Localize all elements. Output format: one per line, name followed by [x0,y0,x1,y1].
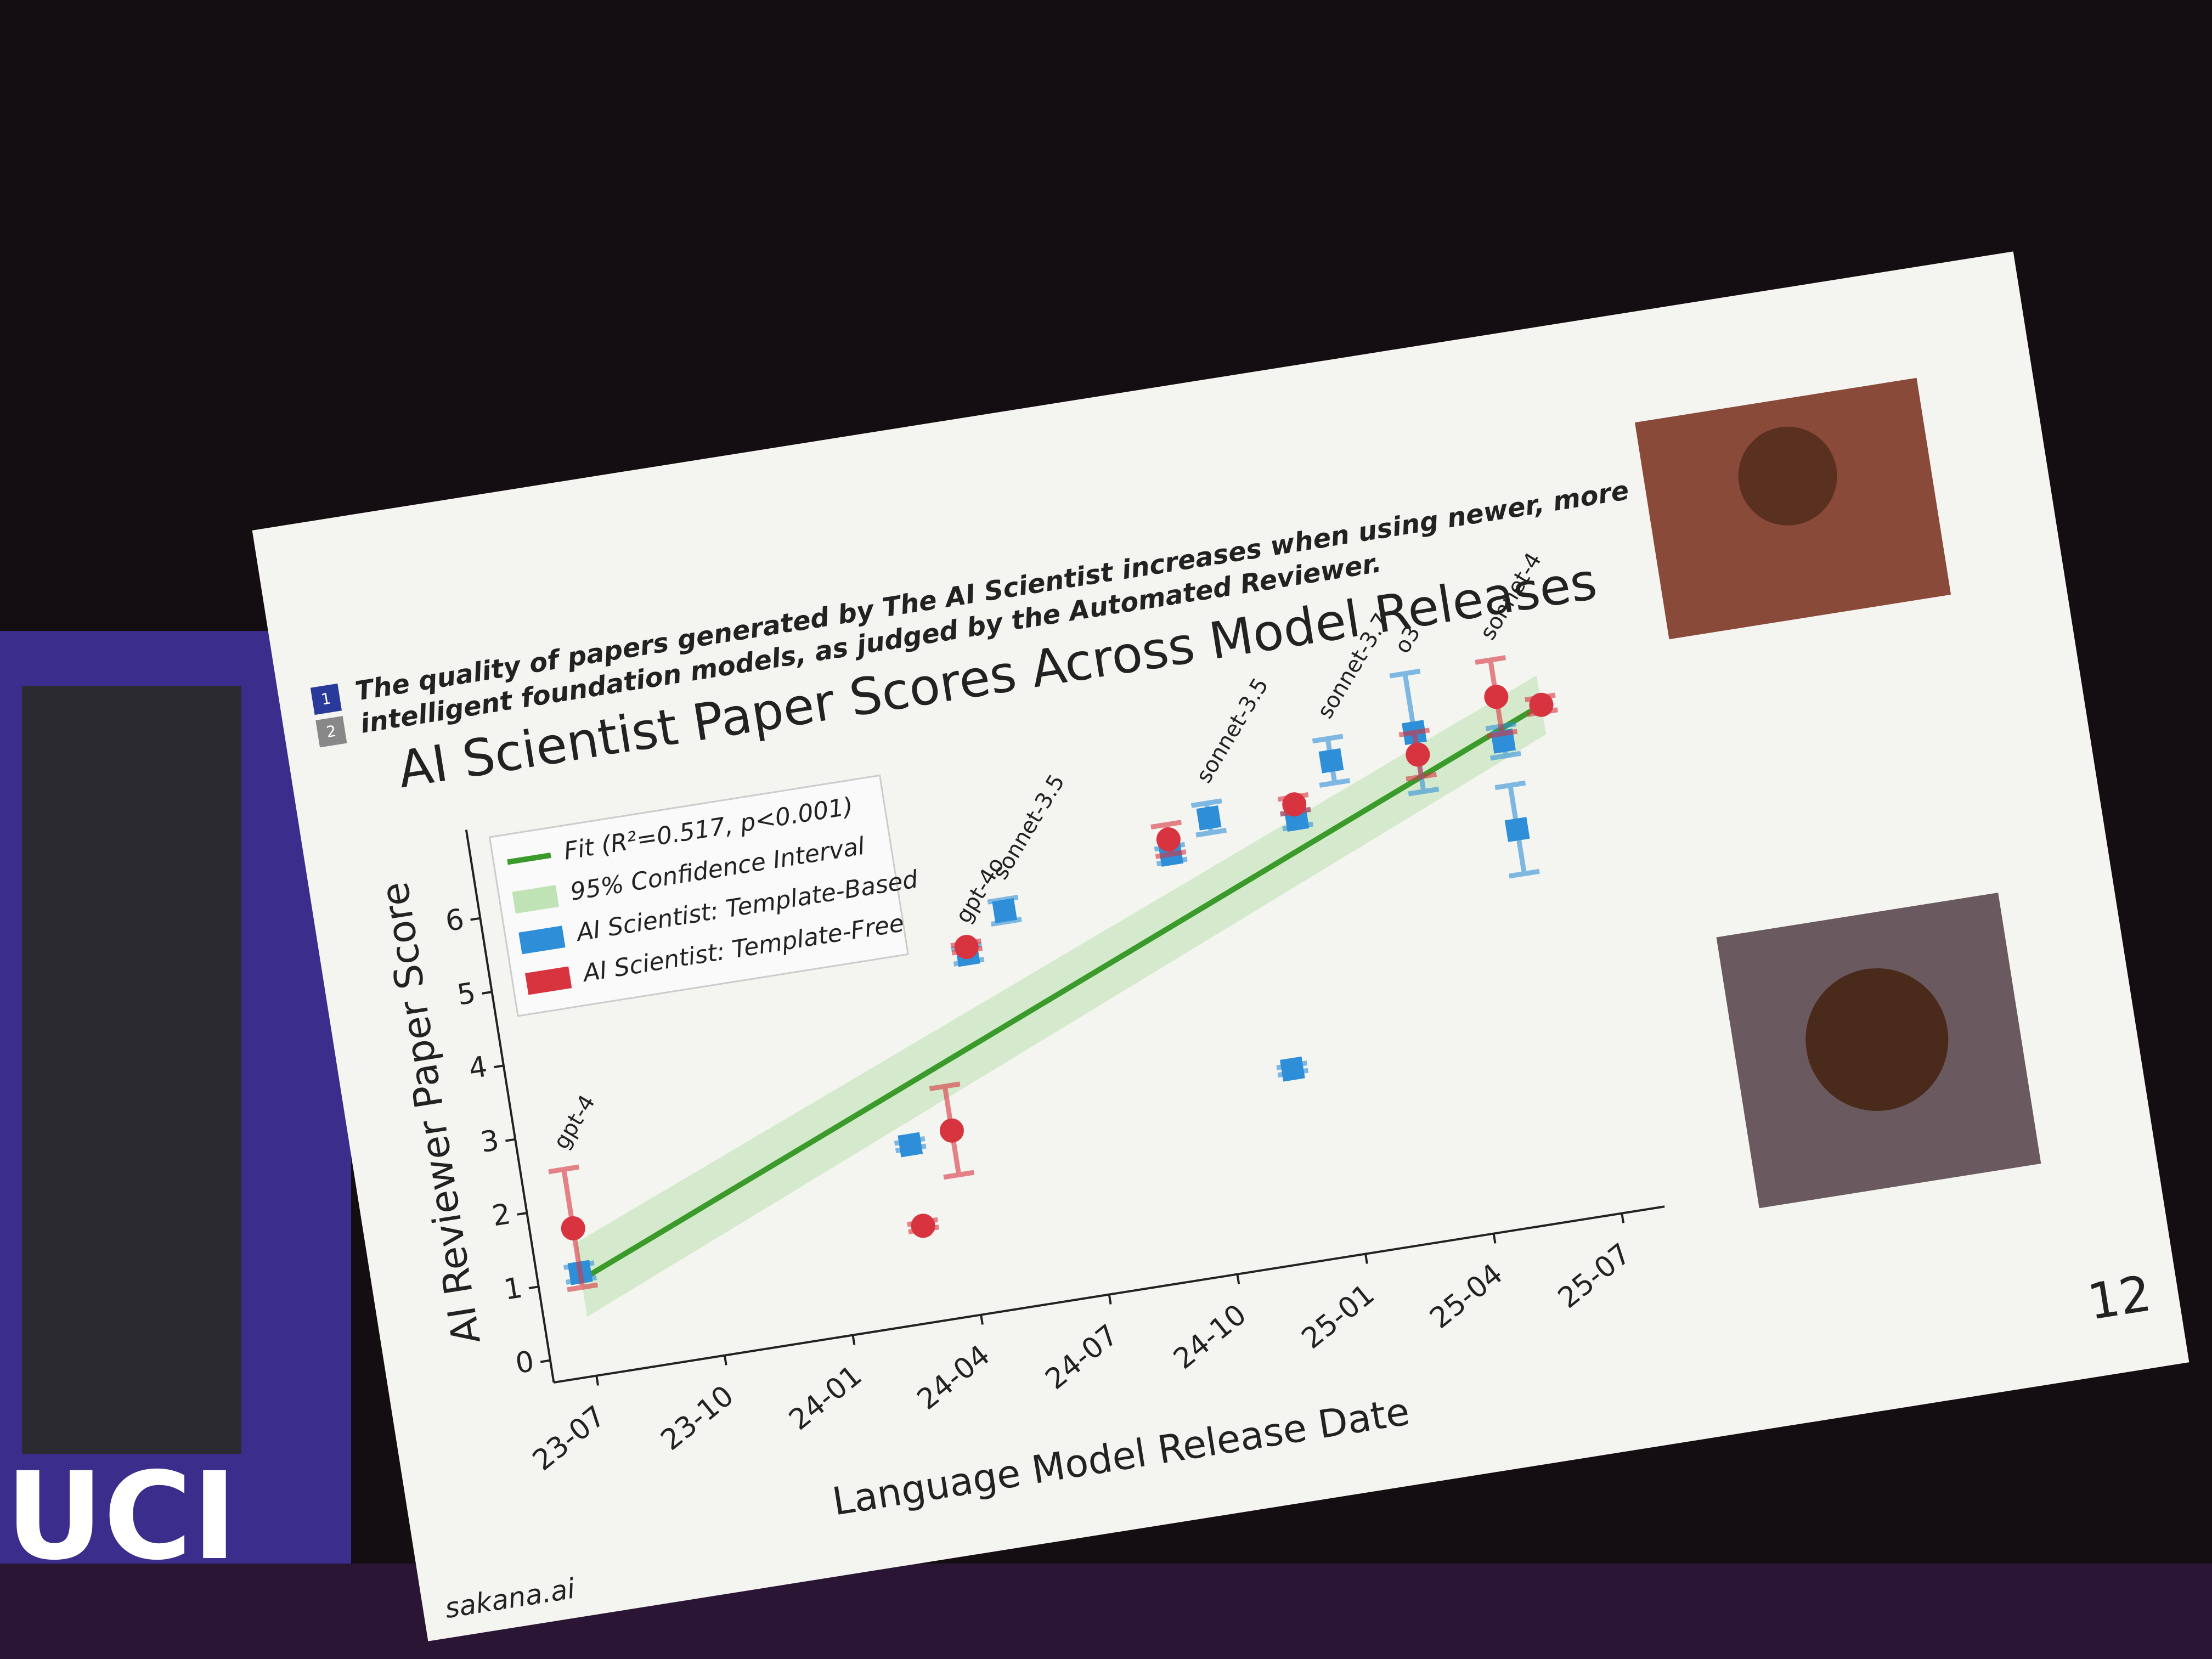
marker [1504,817,1530,842]
confidence-band [575,675,1546,1317]
y-tick [517,1212,527,1216]
x-tick [1492,1233,1497,1244]
y-tick [528,1285,539,1290]
y-tick [470,917,481,921]
marker [1318,748,1344,774]
nav-label: 2 [325,722,337,741]
marker [1196,805,1222,831]
nav-label: 1 [320,689,332,708]
x-tick [1108,1294,1112,1305]
y-tick [482,991,492,995]
marker [911,1214,935,1238]
marker [1279,1056,1305,1082]
marker [1282,792,1307,817]
nav-box [315,716,347,748]
x-tick [851,1335,856,1345]
page-number: 12 [2084,1265,2155,1331]
marker [1156,827,1181,852]
marker [898,1132,923,1158]
x-tick [595,1375,600,1386]
marker [561,1216,585,1240]
nav-box [310,683,342,715]
marker [939,1118,964,1143]
marker [1484,685,1509,709]
stage [0,1564,2212,1659]
x-tick [980,1314,984,1325]
fit-line [580,702,1543,1283]
legend-box [488,774,909,1017]
legend-swatch [525,966,572,995]
x-tick [1621,1213,1625,1223]
y-tick [505,1138,516,1142]
marker [1529,692,1554,717]
image-detail [1738,426,1837,526]
y-axis [465,830,555,1383]
x-tick [1236,1274,1240,1284]
slide: 1 2 The quality of papers generated by T… [252,251,2190,1641]
marker [954,935,979,960]
legend-swatch [518,926,566,955]
speaker [22,686,241,1454]
y-tick [493,1064,504,1069]
x-tick [1364,1254,1368,1264]
backdrop-text: UCI [5,1446,237,1587]
legend-swatch [512,885,559,914]
legend-swatch [507,853,551,865]
y-tick [540,1359,551,1363]
marker [1406,742,1430,767]
x-tick [723,1355,727,1365]
marker [992,898,1018,923]
image-detail [1805,968,1949,1111]
